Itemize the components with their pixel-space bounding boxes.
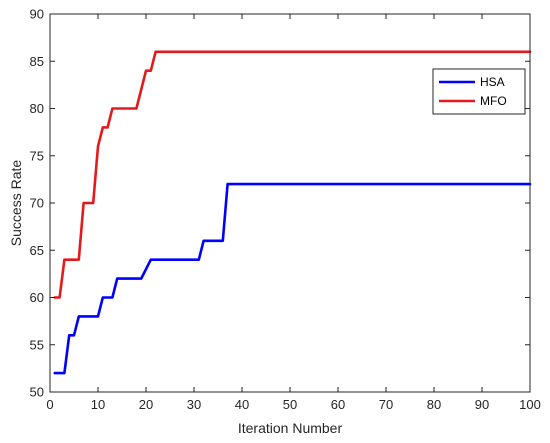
legend: HSA MFO bbox=[432, 68, 526, 115]
x-tick-label: 40 bbox=[235, 397, 249, 412]
y-tick-label: 55 bbox=[30, 337, 44, 352]
y-tick-label: 50 bbox=[30, 385, 44, 400]
x-tick-label: 0 bbox=[46, 397, 53, 412]
y-axis-title: Success Rate bbox=[8, 160, 24, 247]
legend-box bbox=[432, 68, 526, 115]
y-tick-label: 70 bbox=[30, 196, 44, 211]
ticks-layer: 0 10 20 30 40 50 60 70 80 90 100 50 55 60 65 70 75 80 85 90 bbox=[30, 7, 541, 413]
x-tick-label: 70 bbox=[379, 397, 393, 412]
x-tick-label: 20 bbox=[139, 397, 153, 412]
x-tick-label: 90 bbox=[475, 397, 489, 412]
y-tick-label: 90 bbox=[30, 7, 44, 22]
x-tick-label: 30 bbox=[187, 397, 201, 412]
series-layer bbox=[53, 50, 532, 375]
series-line-hsa bbox=[53, 182, 532, 375]
y-tick-label: 80 bbox=[30, 101, 44, 116]
x-tick-label: 80 bbox=[427, 397, 441, 412]
x-tick-label: 60 bbox=[331, 397, 345, 412]
x-tick-label: 50 bbox=[283, 397, 297, 412]
y-tick-label: 75 bbox=[30, 148, 44, 163]
y-tick-label: 65 bbox=[30, 243, 44, 258]
x-tick-label: 10 bbox=[91, 397, 105, 412]
legend-label-mfo: MFO bbox=[480, 94, 507, 108]
y-tick-label: 60 bbox=[30, 290, 44, 305]
y-tick-label: 85 bbox=[30, 54, 44, 69]
series-line-mfo bbox=[53, 50, 532, 299]
legend-label-hsa: HSA bbox=[480, 75, 505, 89]
x-axis-title: Iteration Number bbox=[238, 420, 343, 436]
x-tick-label: 100 bbox=[519, 397, 541, 412]
